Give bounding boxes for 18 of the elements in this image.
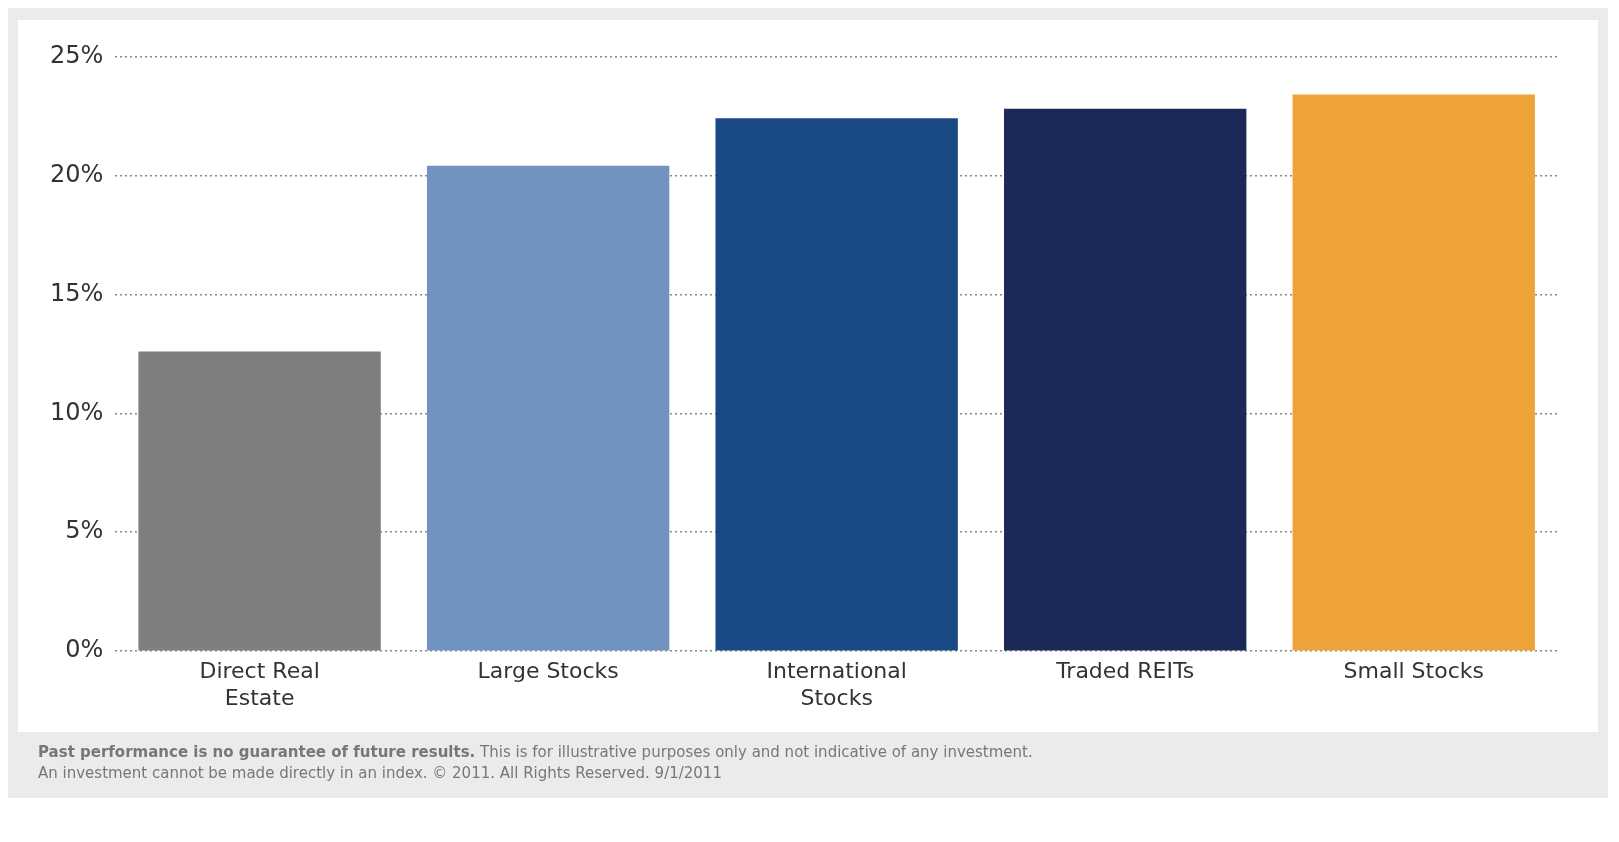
y-tick-label: 20% xyxy=(50,159,104,188)
y-tick-label: 5% xyxy=(65,516,104,545)
y-tick-label: 25% xyxy=(50,40,104,69)
bar xyxy=(1292,94,1535,651)
x-tick-label: Direct Real Estate xyxy=(199,658,320,710)
y-tick-label: 10% xyxy=(50,397,104,426)
text: This is for illustrative purposes only and not indicative of any investment. xyxy=(480,743,1033,761)
y-tick-label: 15% xyxy=(50,278,104,307)
text: An investment cannot be made directly in an index. © 2011. All Rights Reserved. 9/1/2011 xyxy=(38,763,723,784)
bar xyxy=(426,165,670,651)
x-tick-label: Small Stocks xyxy=(1343,658,1484,684)
x-tick-label: Traded REITs xyxy=(1055,658,1195,684)
bar xyxy=(715,118,958,651)
x-tick-label: Large Stocks xyxy=(477,658,619,684)
y-tick-label: 0% xyxy=(65,635,104,664)
x-tick-label: International Stocks xyxy=(766,658,907,710)
text: Past performance is no guarantee of future results. xyxy=(38,743,476,761)
bar xyxy=(1004,108,1247,651)
